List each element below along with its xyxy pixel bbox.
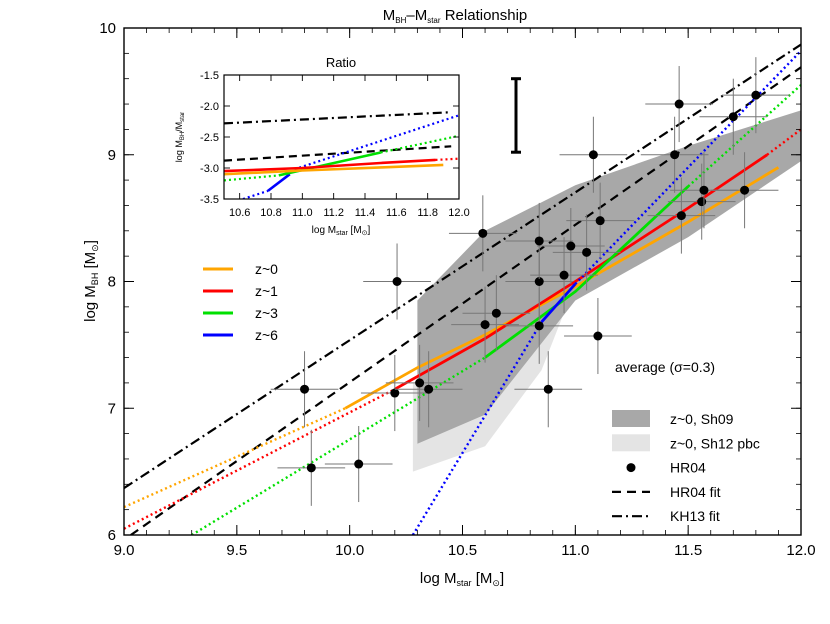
inset-y-tick-label: -1.5 [200, 70, 219, 82]
data-point [415, 378, 425, 388]
inset-x-label: log Mstar [M⊙] [312, 225, 371, 237]
series-dotted-z-6 [411, 321, 543, 535]
inset-y-tick-label: -2.0 [200, 101, 219, 113]
data-point [390, 388, 400, 398]
y-axis-label: log MBH [M⊙] [82, 240, 100, 322]
fit-line-hr04-fit [130, 66, 801, 535]
inset-line-z-1 [224, 158, 436, 173]
legend-label: KH13 fit [670, 508, 720, 524]
inset-dotted-end-z-1 [435, 157, 459, 161]
data-point [588, 150, 598, 160]
data-point [534, 277, 544, 286]
inset-x-tick-label: 10.6 [229, 207, 250, 219]
x-tick-label: 9.0 [114, 542, 135, 559]
inset-x-tick-label: 10.8 [260, 207, 281, 219]
inset-dotted-end-z-3 [380, 134, 459, 154]
data-point [491, 308, 501, 318]
legend-label: z~0, Sh12 pbc [670, 435, 760, 451]
legend-label: z~3 [255, 305, 278, 321]
data-point [559, 270, 569, 280]
legend-swatch-band [612, 434, 650, 452]
data-point [480, 320, 490, 330]
data-point [534, 321, 544, 331]
inset-x-tick-label: 11.2 [323, 207, 344, 219]
inset-y-tick-label: -2.5 [200, 132, 219, 144]
band-z-0-sh09 [417, 110, 801, 444]
y-tick-label: 8 [108, 274, 116, 291]
inset-y-label: log MBH/Mstar [174, 112, 186, 162]
data-point [424, 384, 434, 394]
data-point [392, 277, 402, 286]
data-point [674, 99, 684, 109]
legend-label: HR04 fit [670, 484, 721, 500]
inset-x-tick-label: 11.4 [355, 207, 376, 219]
data-point [728, 112, 738, 122]
y-tick-label: 7 [108, 400, 116, 417]
chart-title: MBH–Mstar Relationship [383, 7, 528, 25]
data-point [676, 211, 686, 221]
inset-dotted-z-3 [224, 174, 279, 182]
series-dotted-z-1 [124, 388, 396, 530]
x-axis-label: log Mstar [M⊙] [420, 570, 504, 588]
series-dotted-z-3 [191, 356, 486, 535]
data-point [543, 384, 553, 394]
inset-x-tick-label: 11.6 [386, 207, 407, 219]
series-line-z-3 [484, 185, 690, 359]
data-point [300, 384, 310, 394]
data-point [306, 463, 316, 473]
inset-fit-hr04-fit [224, 145, 452, 162]
data-point [699, 185, 709, 195]
x-tick-label: 10.5 [448, 542, 477, 559]
inset-y-tick-label: -3.0 [200, 163, 219, 175]
average-label: average (σ=0.3) [615, 359, 715, 375]
data-point [670, 150, 680, 160]
data-point [697, 197, 707, 207]
legend-label: HR04 [670, 460, 706, 476]
inset-x-tick-label: 11.0 [292, 207, 313, 219]
data-point [534, 236, 544, 246]
x-tick-label: 11.5 [674, 542, 702, 559]
x-tick-label: 9.5 [226, 542, 247, 559]
inset-x-tick-label: 11.8 [417, 207, 438, 219]
x-tick-label: 12.0 [786, 542, 815, 559]
fit-line-kh13-fit [124, 43, 801, 490]
x-tick-label: 11.0 [561, 542, 589, 559]
data-point [478, 228, 488, 238]
legend-datasets: z~0, Sh09 z~0, Sh12 pbc HR04 HR04 fit KH13 f… [612, 410, 760, 524]
legend-label: z~0 [255, 261, 278, 277]
series-dotted-z-0 [124, 407, 346, 509]
inset-line-z-0 [224, 163, 444, 176]
inset-y-tick-label: -3.5 [200, 194, 219, 206]
data-point [354, 459, 364, 469]
series-dotted-end-z-3 [687, 84, 801, 188]
legend-redshift: z~0 z~1 z~3 z~6 [203, 261, 278, 343]
average-error-bar [511, 77, 521, 154]
series-dotted-end-z-1 [766, 128, 801, 156]
data-point [751, 90, 761, 100]
legend-swatch-band [612, 410, 650, 427]
legend-label: z~1 [255, 283, 278, 299]
inset-line-z-6 [267, 173, 291, 192]
x-tick-label: 10.0 [335, 542, 364, 559]
data-point [740, 185, 750, 195]
legend-label: z~6 [255, 327, 278, 343]
inset-title: Ratio [326, 55, 356, 70]
y-tick-label: 9 [108, 147, 116, 164]
data-point [595, 216, 605, 226]
series-line-z-6 [540, 283, 577, 324]
legend-label: z~0, Sh09 [670, 411, 734, 427]
data-point [566, 241, 576, 251]
inset-dotted-end-z-6 [294, 114, 459, 171]
inset-x-tick-label: 12.0 [448, 207, 469, 219]
series-dotted-end-z-6 [574, 49, 801, 285]
y-tick-label: 6 [108, 527, 116, 544]
data-point [582, 247, 592, 257]
legend-swatch-point [626, 463, 636, 473]
data-point [593, 331, 603, 341]
y-tick-label: 10 [99, 20, 116, 37]
